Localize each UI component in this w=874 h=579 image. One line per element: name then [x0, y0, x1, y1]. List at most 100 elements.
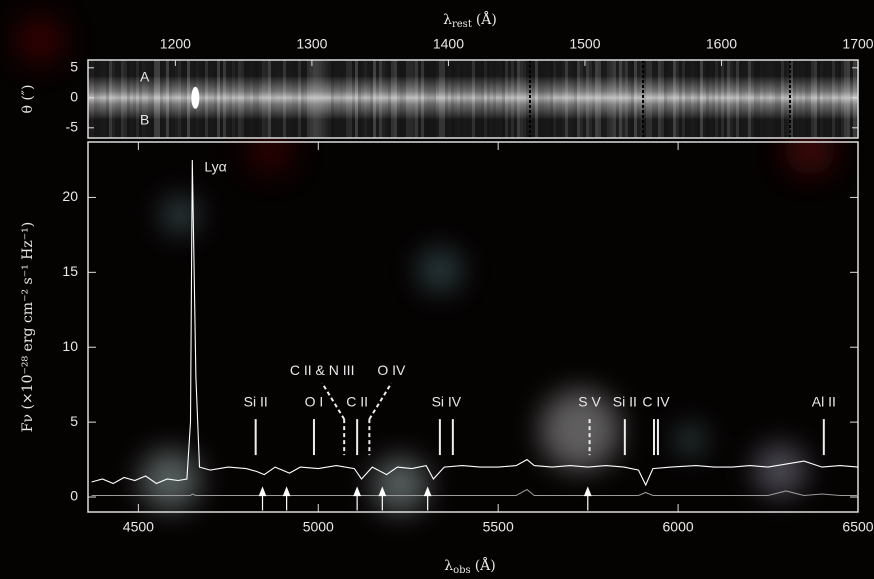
y-tick-label: 0 — [70, 89, 78, 105]
texture — [487, 60, 490, 138]
texture — [745, 60, 748, 138]
texture — [370, 60, 373, 138]
texture — [556, 60, 559, 138]
texture — [562, 60, 565, 138]
texture — [373, 60, 376, 138]
texture — [637, 60, 640, 138]
absorption-arrow — [378, 486, 387, 511]
absorption-arrow — [282, 486, 291, 511]
texture — [568, 60, 571, 138]
texture — [493, 60, 496, 138]
texture — [406, 60, 409, 138]
texture — [580, 60, 583, 138]
texture — [595, 60, 598, 138]
texture — [223, 60, 226, 138]
texture — [835, 60, 838, 138]
texture — [490, 60, 493, 138]
texture — [415, 60, 418, 138]
texture — [232, 60, 235, 138]
texture — [262, 60, 265, 138]
texture — [736, 60, 739, 138]
texture — [229, 60, 232, 138]
texture — [205, 60, 208, 138]
texture — [457, 60, 460, 138]
texture — [772, 60, 775, 138]
texture — [343, 60, 346, 138]
texture — [127, 60, 130, 138]
texture — [421, 60, 424, 138]
texture — [793, 60, 796, 138]
texture — [94, 60, 97, 138]
x-tick-label: 5000 — [303, 519, 334, 535]
texture — [277, 60, 280, 138]
texture — [325, 60, 328, 138]
texture — [109, 60, 112, 138]
texture — [385, 60, 388, 138]
texture — [508, 60, 511, 138]
texture — [301, 60, 304, 138]
x-tick-label: 6500 — [842, 519, 873, 535]
texture — [136, 60, 139, 138]
texture — [271, 60, 274, 138]
texture — [121, 60, 124, 138]
texture — [130, 60, 133, 138]
texture — [529, 60, 532, 138]
texture — [769, 60, 772, 138]
absorption-arrow — [353, 486, 362, 511]
y-tick-label: 5 — [70, 413, 78, 429]
texture — [340, 60, 343, 138]
texture — [160, 60, 163, 138]
texture — [172, 60, 175, 138]
texture — [376, 60, 379, 138]
texture — [685, 60, 688, 138]
texture — [283, 60, 286, 138]
x-tick-label: 1300 — [296, 36, 327, 52]
texture — [433, 60, 436, 138]
texture — [574, 60, 577, 138]
texture — [355, 60, 358, 138]
line-label: C II & N III — [290, 362, 355, 378]
y-tick-label: 20 — [62, 188, 78, 204]
x-tick-label: 1400 — [433, 36, 464, 52]
texture — [97, 60, 100, 138]
texture — [838, 60, 841, 138]
texture — [823, 60, 826, 138]
texture — [388, 60, 391, 138]
texture — [352, 60, 355, 138]
texture — [286, 60, 289, 138]
texture — [631, 60, 634, 138]
line-label: Si IV — [432, 393, 462, 409]
texture — [178, 60, 181, 138]
texture — [721, 60, 724, 138]
texture — [235, 60, 238, 138]
texture — [367, 60, 370, 138]
line-label: Lyα — [204, 159, 226, 175]
texture — [844, 60, 847, 138]
texture — [298, 60, 301, 138]
spectrum-line — [91, 488, 858, 497]
texture — [613, 60, 616, 138]
texture — [781, 60, 784, 138]
texture — [784, 60, 787, 138]
texture — [424, 60, 427, 138]
texture — [106, 60, 109, 138]
texture — [676, 60, 679, 138]
texture — [592, 60, 595, 138]
texture — [292, 60, 295, 138]
texture — [538, 60, 541, 138]
line-label: Al II — [812, 393, 836, 409]
texture — [358, 60, 361, 138]
texture — [247, 60, 250, 138]
texture — [754, 60, 757, 138]
texture — [718, 60, 721, 138]
texture — [103, 60, 106, 138]
texture — [727, 60, 730, 138]
texture — [796, 60, 799, 138]
lya-blob — [191, 86, 200, 109]
texture — [841, 60, 844, 138]
texture — [331, 60, 334, 138]
absorption-arrow — [258, 486, 267, 511]
texture — [607, 60, 610, 138]
y-tick-label: -5 — [66, 119, 79, 135]
texture — [175, 60, 178, 138]
